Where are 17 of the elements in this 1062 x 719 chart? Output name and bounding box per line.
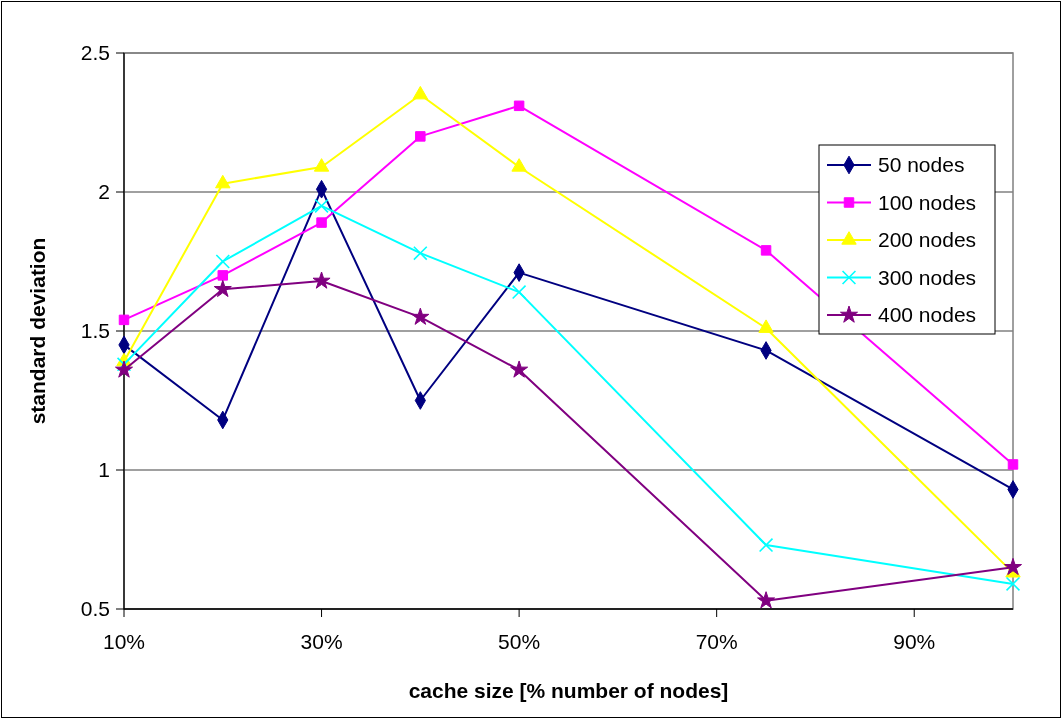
y-tick-label: 1.5 bbox=[80, 319, 110, 343]
x-tick-label: 90% bbox=[893, 630, 936, 653]
legend-label: 300 nodes bbox=[878, 265, 977, 289]
x-tick-label: 70% bbox=[695, 630, 738, 653]
y-tick-label: 0.5 bbox=[80, 597, 110, 621]
x-axis-title: cache size [% number of nodes] bbox=[408, 679, 729, 702]
y-tick-label: 2 bbox=[98, 180, 110, 204]
legend-label: 400 nodes bbox=[878, 303, 977, 327]
x-tick-label: 50% bbox=[498, 630, 541, 653]
y-tick-label: 2.5 bbox=[80, 41, 110, 65]
y-tick-label: 1 bbox=[98, 458, 110, 482]
legend-label: 100 nodes bbox=[878, 190, 977, 214]
y-axis-title: standard deviation bbox=[26, 237, 49, 425]
x-tick-label: 10% bbox=[102, 630, 146, 653]
x-tick-label: 30% bbox=[300, 630, 343, 653]
legend-label: 200 nodes bbox=[878, 228, 977, 252]
legend-label: 50 nodes bbox=[878, 153, 965, 177]
